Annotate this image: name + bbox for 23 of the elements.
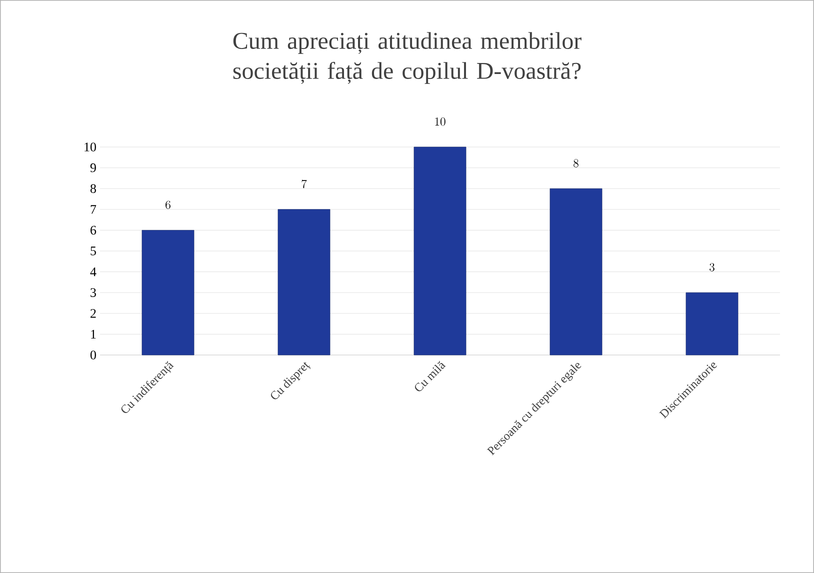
y-tick-label: 4 [90, 268, 96, 276]
bar [550, 188, 602, 356]
data-label: 3 [710, 263, 714, 272]
y-tick-label: 8 [90, 184, 96, 193]
x-tick-label: Cu milă [414, 360, 446, 392]
y-tick-label: 6 [90, 226, 96, 235]
y-tick-label: 0 [90, 350, 96, 360]
data-label: 8 [574, 159, 578, 168]
y-tick-label: 5 [90, 246, 96, 256]
y-tick-label: 9 [90, 163, 96, 172]
bar [142, 230, 194, 356]
bar [278, 209, 330, 356]
y-tick-label: 10 [84, 142, 96, 152]
bar [414, 146, 466, 356]
chart-title: Cum apreciați atitudinea membrilor societății față de copilul D-voastră? [233, 32, 582, 84]
y-tick-label: 2 [90, 309, 96, 318]
y-tick-label: 3 [90, 288, 96, 297]
y-tick-label: 1 [91, 330, 96, 338]
data-label: 6 [166, 200, 170, 209]
y-tick-label: 7 [90, 205, 96, 214]
data-label: 7 [302, 180, 307, 188]
bar [686, 292, 738, 356]
data-label: 10 [435, 118, 446, 126]
